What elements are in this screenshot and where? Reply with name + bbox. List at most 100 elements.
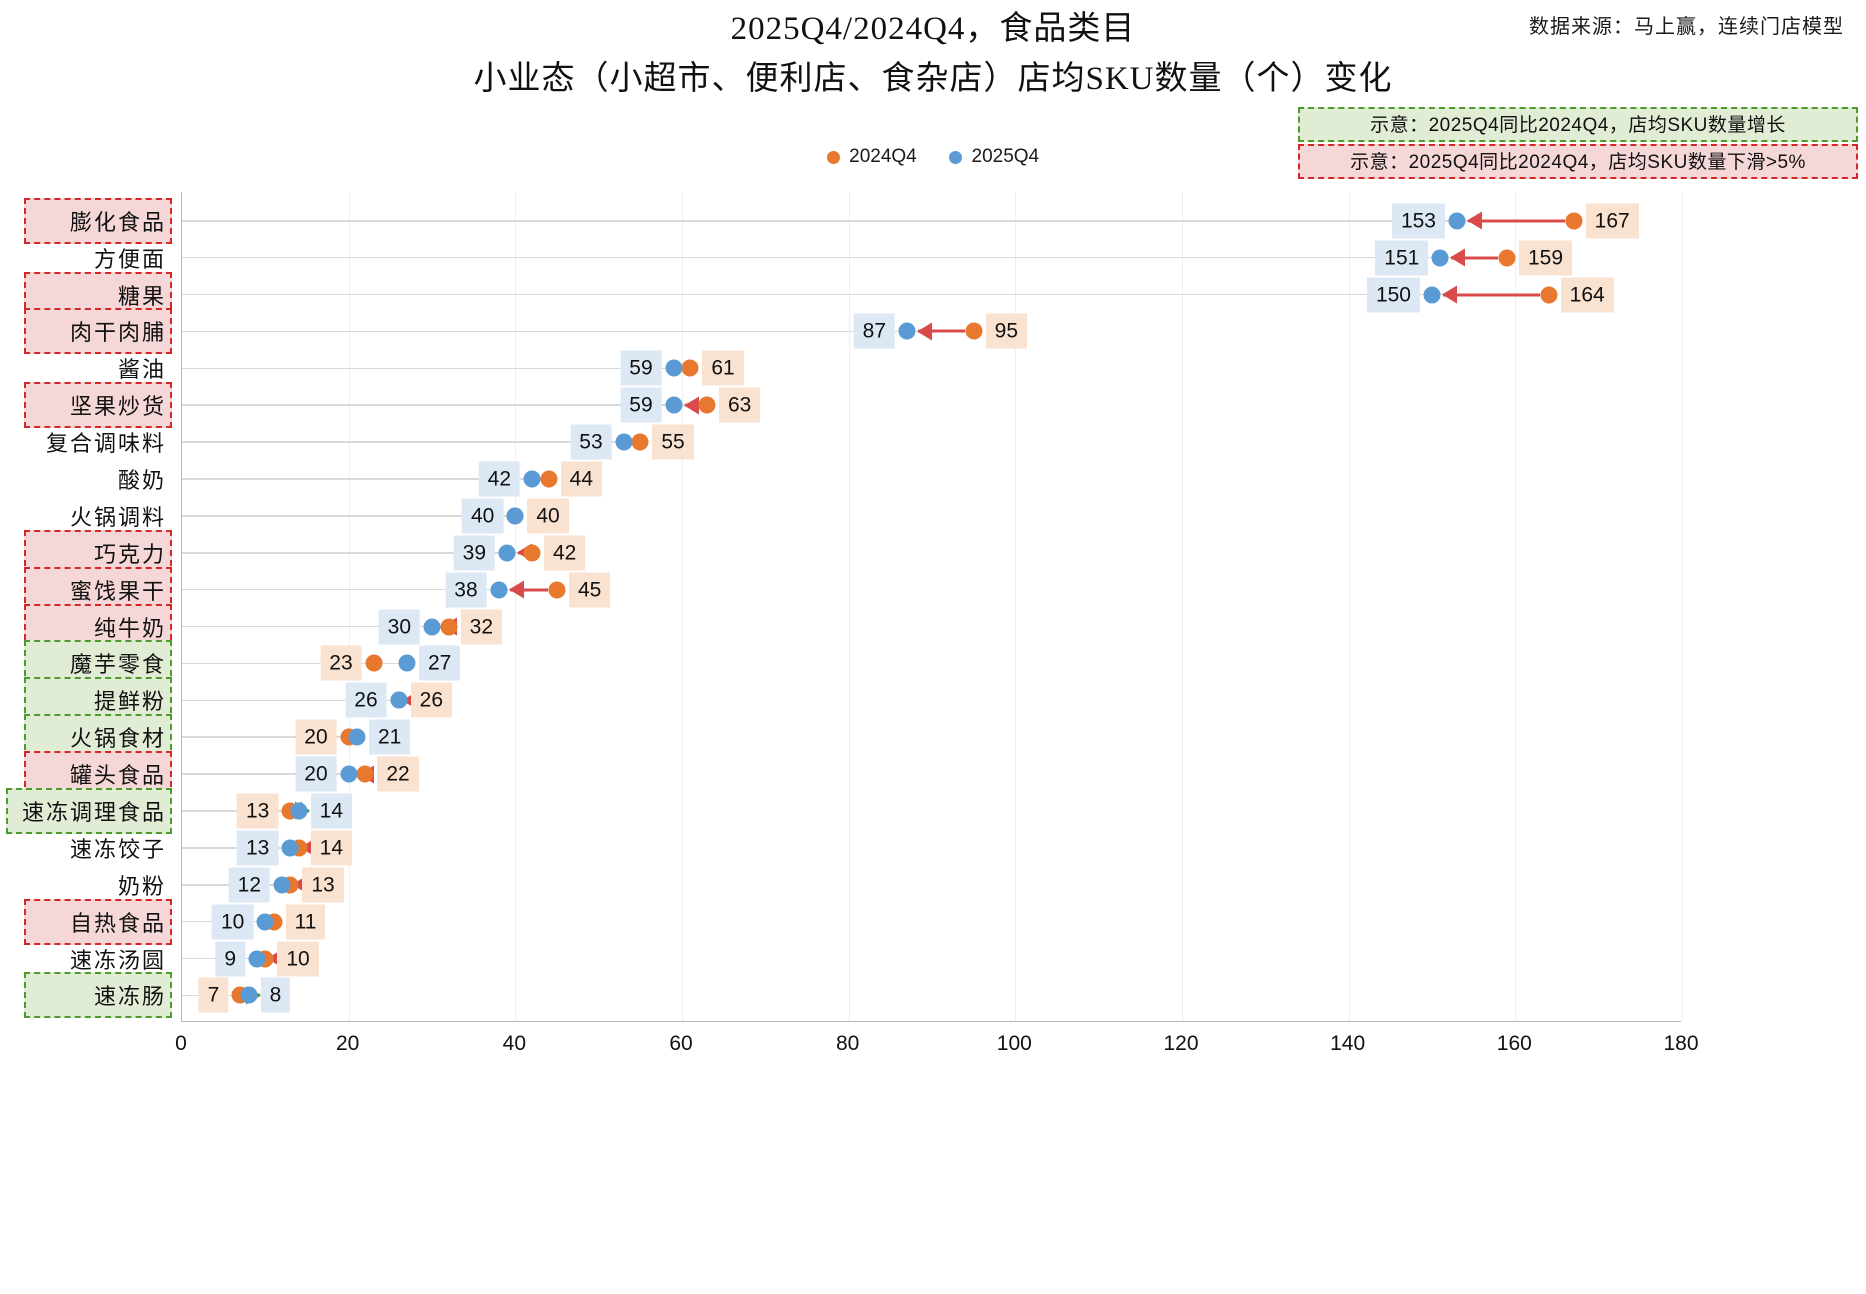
category-label[interactable]: 速冻肠 xyxy=(24,972,172,1019)
marker-2025q4[interactable] xyxy=(898,322,916,340)
x-axis-tick-label: 100 xyxy=(996,1032,1032,1055)
category-label[interactable]: 复合调味料 xyxy=(45,431,166,457)
x-axis-tick-label: 80 xyxy=(835,1032,860,1055)
category-label-row: 酸奶 xyxy=(0,458,172,500)
row-baseline xyxy=(182,588,557,591)
category-label[interactable]: 奶粉 xyxy=(117,873,166,899)
marker-2025q4[interactable] xyxy=(506,507,524,525)
category-label-row: 奶粉 xyxy=(0,864,172,906)
note-decline: 示意：2025Q4同比2024Q4，店均SKU数量下滑>5% xyxy=(1298,144,1858,179)
x-gridline xyxy=(682,192,683,1021)
marker-2025q4[interactable] xyxy=(340,765,358,783)
x-axis-tick-label: 60 xyxy=(669,1032,693,1055)
value-label-2024q4: 40 xyxy=(527,498,569,534)
category-label-row: 肉干肉脯 xyxy=(0,308,172,355)
marker-2025q4[interactable] xyxy=(665,396,683,414)
value-label-2024q4: 63 xyxy=(719,387,761,423)
marker-2025q4[interactable] xyxy=(1423,286,1441,304)
value-label-2024q4: 10 xyxy=(277,941,319,977)
marker-2024q4[interactable] xyxy=(365,654,383,672)
marker-2025q4[interactable] xyxy=(498,544,516,562)
marker-2024q4[interactable] xyxy=(440,618,458,636)
marker-2025q4[interactable] xyxy=(281,839,299,857)
category-label[interactable]: 肉干肉脯 xyxy=(24,308,172,355)
marker-2025q4[interactable] xyxy=(248,950,266,968)
marker-2024q4[interactable] xyxy=(681,359,699,377)
marker-2025q4[interactable] xyxy=(665,359,683,377)
marker-2025q4[interactable] xyxy=(615,433,633,451)
marker-2025q4[interactable] xyxy=(240,986,258,1004)
row-baseline xyxy=(182,256,1507,259)
value-label-2025q4: 87 xyxy=(853,313,895,349)
category-label[interactable]: 酸奶 xyxy=(117,467,166,493)
value-label-2024q4: 167 xyxy=(1585,203,1639,239)
legend-dot-orange xyxy=(826,150,840,164)
value-label-2024q4: 13 xyxy=(302,867,344,903)
marker-2025q4[interactable] xyxy=(398,654,416,672)
marker-2024q4[interactable] xyxy=(965,322,983,340)
marker-2025q4[interactable] xyxy=(490,581,508,599)
value-label-2025q4: 13 xyxy=(236,830,279,866)
marker-2024q4[interactable] xyxy=(631,433,649,451)
legend-item-2025q4[interactable]: 2025Q4 xyxy=(949,146,1039,168)
marker-2025q4[interactable] xyxy=(523,470,541,488)
marker-2024q4[interactable] xyxy=(1498,249,1516,267)
value-label-2025q4: 27 xyxy=(419,645,461,681)
marker-2025q4[interactable] xyxy=(256,913,274,931)
category-label-row: 酱油 xyxy=(0,347,172,389)
row-baseline xyxy=(182,293,1549,296)
marker-2025q4[interactable] xyxy=(1431,249,1449,267)
marker-2025q4[interactable] xyxy=(290,802,308,820)
category-label-row: 膨化食品 xyxy=(0,197,172,244)
decline-arrow-icon xyxy=(683,396,699,415)
row-baseline xyxy=(182,219,1574,222)
note-growth: 示意：2025Q4同比2024Q4，店均SKU数量增长 xyxy=(1298,107,1858,142)
category-label-row: 速冻饺子 xyxy=(0,827,172,869)
category-label[interactable]: 速冻汤圆 xyxy=(69,947,166,973)
row-baseline xyxy=(182,330,974,333)
value-label-2024q4: 11 xyxy=(285,904,326,940)
marker-2025q4[interactable] xyxy=(390,691,408,709)
category-label[interactable]: 酱油 xyxy=(117,357,166,383)
value-label-2024q4: 20 xyxy=(295,719,337,755)
value-label-2024q4: 45 xyxy=(569,572,611,608)
marker-2024q4[interactable] xyxy=(523,544,541,562)
value-label-2024q4: 164 xyxy=(1560,277,1614,313)
category-label[interactable]: 速冻调理食品 xyxy=(6,787,172,834)
marker-2024q4[interactable] xyxy=(356,765,374,783)
marker-2024q4[interactable] xyxy=(1540,286,1558,304)
marker-2025q4[interactable] xyxy=(273,876,291,894)
value-label-2025q4: 10 xyxy=(211,904,254,940)
decline-arrow-icon xyxy=(508,580,548,599)
value-label-2025q4: 150 xyxy=(1366,277,1420,313)
marker-2024q4[interactable] xyxy=(540,470,558,488)
value-label-2024q4: 22 xyxy=(377,756,419,792)
category-label-row: 坚果炒货 xyxy=(0,382,172,429)
decline-arrow-icon xyxy=(1450,248,1498,267)
marker-2024q4[interactable] xyxy=(698,396,716,414)
value-label-2025q4: 39 xyxy=(453,535,495,571)
legend-item-2024q4[interactable]: 2024Q4 xyxy=(826,146,917,168)
category-label[interactable]: 自热食品 xyxy=(24,898,172,945)
category-label[interactable]: 坚果炒货 xyxy=(24,382,172,429)
x-axis-tick-label: 0 xyxy=(175,1032,187,1055)
category-label[interactable]: 膨化食品 xyxy=(24,197,172,244)
row-baseline xyxy=(182,551,532,554)
category-label[interactable]: 方便面 xyxy=(93,246,166,272)
value-label-2024q4: 159 xyxy=(1519,240,1573,276)
decline-arrow-icon xyxy=(1442,285,1540,304)
marker-2024q4[interactable] xyxy=(548,581,566,599)
value-label-2025q4: 59 xyxy=(620,387,662,423)
row-baseline xyxy=(182,736,357,738)
row-baseline xyxy=(182,699,399,702)
marker-2025q4[interactable] xyxy=(1448,212,1466,230)
marker-2025q4[interactable] xyxy=(423,618,441,636)
row-baseline xyxy=(182,404,707,406)
marker-2024q4[interactable] xyxy=(1565,212,1583,230)
category-label[interactable]: 火锅调料 xyxy=(69,504,166,530)
x-gridline xyxy=(1182,192,1183,1021)
row-baseline xyxy=(182,441,641,443)
marker-2025q4[interactable] xyxy=(348,728,366,746)
value-label-2025q4: 14 xyxy=(310,793,353,829)
category-label[interactable]: 速冻饺子 xyxy=(69,836,166,862)
